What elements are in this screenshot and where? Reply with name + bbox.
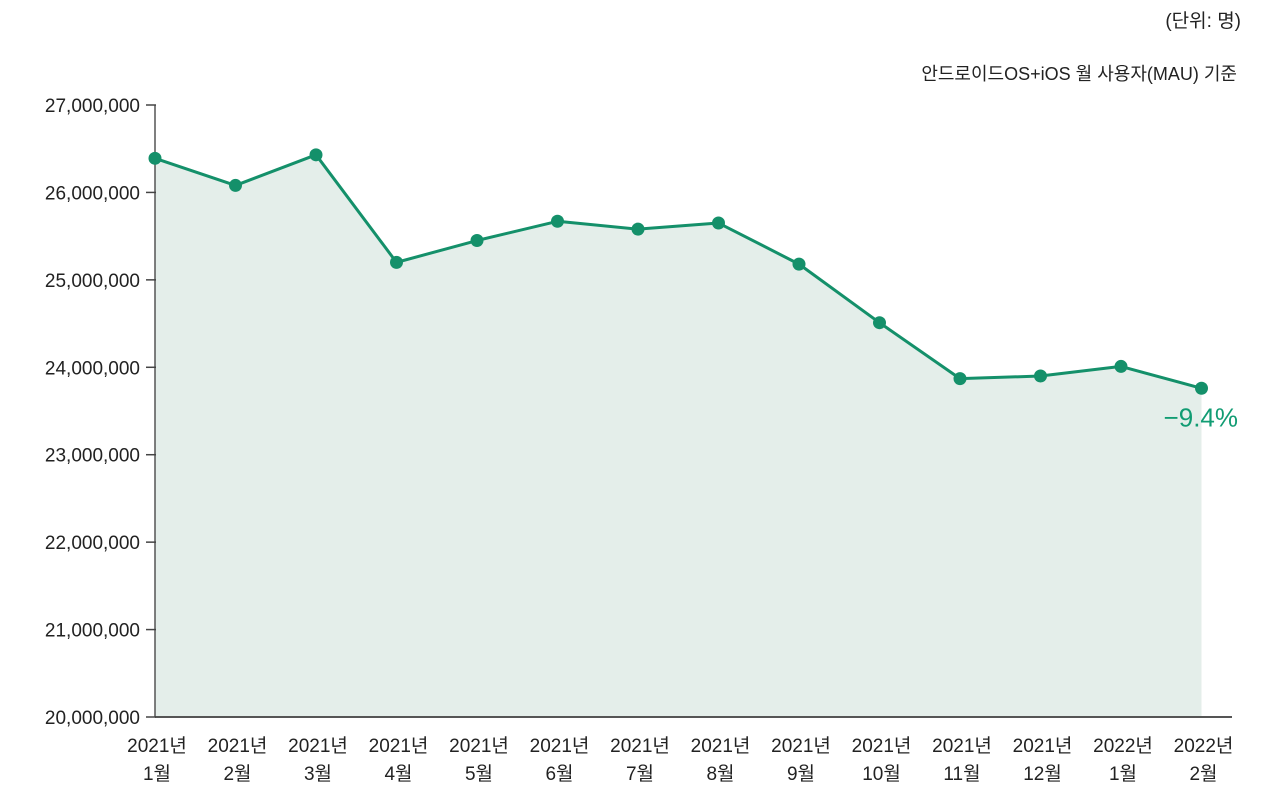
data-point [712,216,725,230]
y-tick-label: 27,000,000 [45,96,140,117]
x-tick-label-month: 7월 [626,763,654,785]
y-tick-label: 23,000,000 [45,446,140,467]
x-tick-label-year: 2021년 [691,735,751,757]
x-tick-label-month: 9월 [787,763,815,785]
data-point [551,214,564,228]
series-area-fill [155,154,1202,717]
y-tick-label: 25,000,000 [45,271,140,292]
x-tick-label-year: 2021년 [932,735,992,757]
x-tick-label-month: 2월 [223,763,251,785]
x-tick-label-month: 4월 [384,763,412,785]
x-tick-label-year: 2021년 [610,735,670,757]
series-line [154,153,1202,390]
y-tick-label: 26,000,000 [45,183,140,204]
data-point [792,257,806,271]
data-point [1195,381,1208,395]
x-tick-label-month: 1월 [1109,763,1137,785]
data-point [631,222,645,236]
x-tick-label-month: 11월 [943,763,980,785]
x-tick-label-year: 2022년 [1093,735,1153,757]
x-tick-label-year: 2021년 [530,735,590,757]
data-point [873,316,886,330]
x-tick-label-year: 2021년 [852,735,912,757]
unit-note: (단위: 명) [1165,11,1241,32]
data-point [309,148,323,162]
change-annotation: −9.4% [1164,402,1238,432]
x-tick-label-month: 5월 [465,763,493,785]
x-tick-label-month: 3월 [304,763,332,785]
data-point [1034,369,1047,383]
data-point [229,178,242,192]
x-tick-label-year: 2021년 [449,735,509,757]
x-tick-label-year: 2022년 [1174,735,1234,757]
data-point [953,372,967,386]
x-tick-label-month: 2월 [1189,763,1217,785]
y-tick-label: 24,000,000 [45,358,140,379]
basis-note: 안드로이드OS+iOS 월 사용자(MAU) 기준 [921,64,1237,84]
x-tick-label-month: 12월 [1023,763,1062,785]
data-point [390,255,403,269]
x-tick-label-year: 2021년 [369,735,429,757]
y-tick-label: 21,000,000 [45,621,140,642]
y-tick-label: 20,000,000 [45,708,140,729]
x-tick-label-year: 2021년 [208,735,268,757]
x-tick-label-month: 10월 [862,763,901,785]
x-tick-label-year: 2021년 [1013,735,1073,757]
x-tick-label-month: 8월 [706,763,734,785]
data-point [148,151,162,165]
x-tick-label-month: 1월 [143,763,171,785]
plot-area: 20,000,000 21,000,000 22,000,000 23,000,000… [45,96,1238,785]
x-tick-label-year: 2021년 [771,735,831,757]
data-point [470,234,484,248]
x-tick-label-year: 2021년 [127,735,187,757]
x-tick-label-year: 2021년 [288,735,348,757]
x-tick-label-month: 6월 [545,763,573,785]
data-point [1114,359,1128,373]
y-tick-label: 22,000,000 [45,533,140,554]
